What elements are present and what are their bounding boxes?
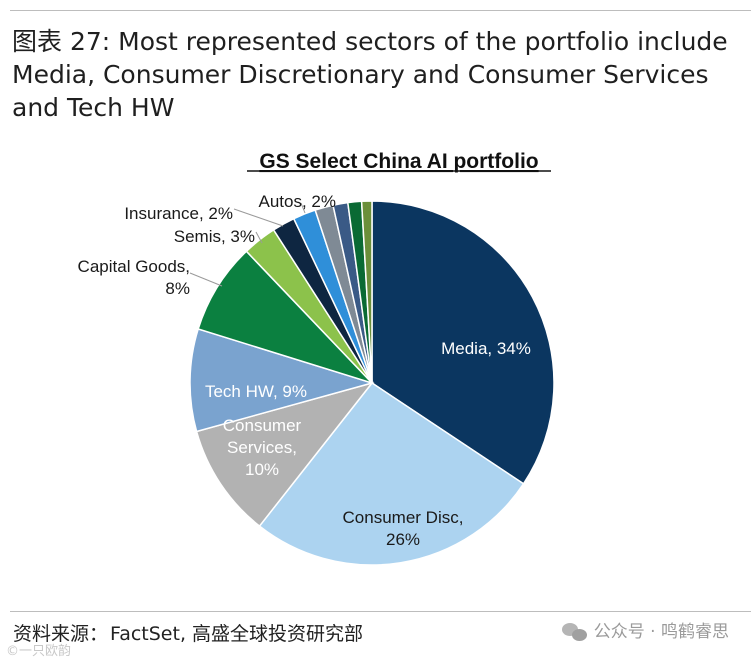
pie-leader-line — [189, 272, 223, 287]
pie-slice-label: Services, — [227, 438, 297, 457]
pie-leader-lines — [189, 202, 306, 287]
pie-leader-line — [233, 208, 284, 227]
pie-slice — [258, 381, 525, 566]
wechat-text: 公众号 · 鸣鹤睿思 — [593, 622, 729, 642]
pie-labels: Media, 34% Consumer Disc, 26% Consumer Servi… — [78, 192, 531, 549]
pie-chart: GS Select China AI portfolio Media, 34% C… — [78, 150, 555, 566]
pie-slice-label: 8% — [165, 279, 190, 298]
watermark: ©一只欧韵 — [6, 644, 72, 659]
pie-slice-label: Semis, 3% — [174, 227, 255, 246]
pie-slice — [197, 250, 375, 385]
pie-slices — [189, 200, 555, 566]
pie-slice-label: Consumer — [223, 416, 302, 435]
pie-slice — [189, 328, 375, 433]
pie-slice-label: Tech HW, 9% — [205, 382, 307, 401]
wechat-icon — [561, 622, 588, 642]
pie-slice-label: 26% — [386, 530, 420, 549]
pie-slice — [195, 381, 375, 528]
pie-slice-label: Autos, 2% — [259, 192, 337, 211]
pie-slice-label: 10% — [245, 460, 279, 479]
wechat-attribution: 公众号 · 鸣鹤睿思 — [561, 619, 729, 645]
pie-leader-line — [300, 202, 306, 214]
figure-title: 图表 27: Most represented sectors of the p… — [12, 27, 728, 122]
source-note: 资料来源： FactSet, 高盛全球投资研究部 — [13, 621, 363, 647]
pie-slice-label: Capital Goods, — [78, 257, 190, 276]
chart-title: GS Select China AI portfolio — [259, 150, 538, 173]
pie-slice — [360, 200, 373, 384]
source-text: FactSet, 高盛全球投资研究部 — [110, 623, 364, 645]
pie-leader-line — [255, 231, 263, 244]
top-divider — [10, 10, 751, 11]
pie-slice-label: Media, 34% — [441, 339, 531, 358]
bottom-divider — [10, 611, 751, 612]
source-label: 资料来源： — [13, 623, 109, 645]
pie-slice-label: Consumer Disc, — [343, 508, 464, 527]
pie-slice-label: Insurance, 2% — [124, 204, 233, 223]
